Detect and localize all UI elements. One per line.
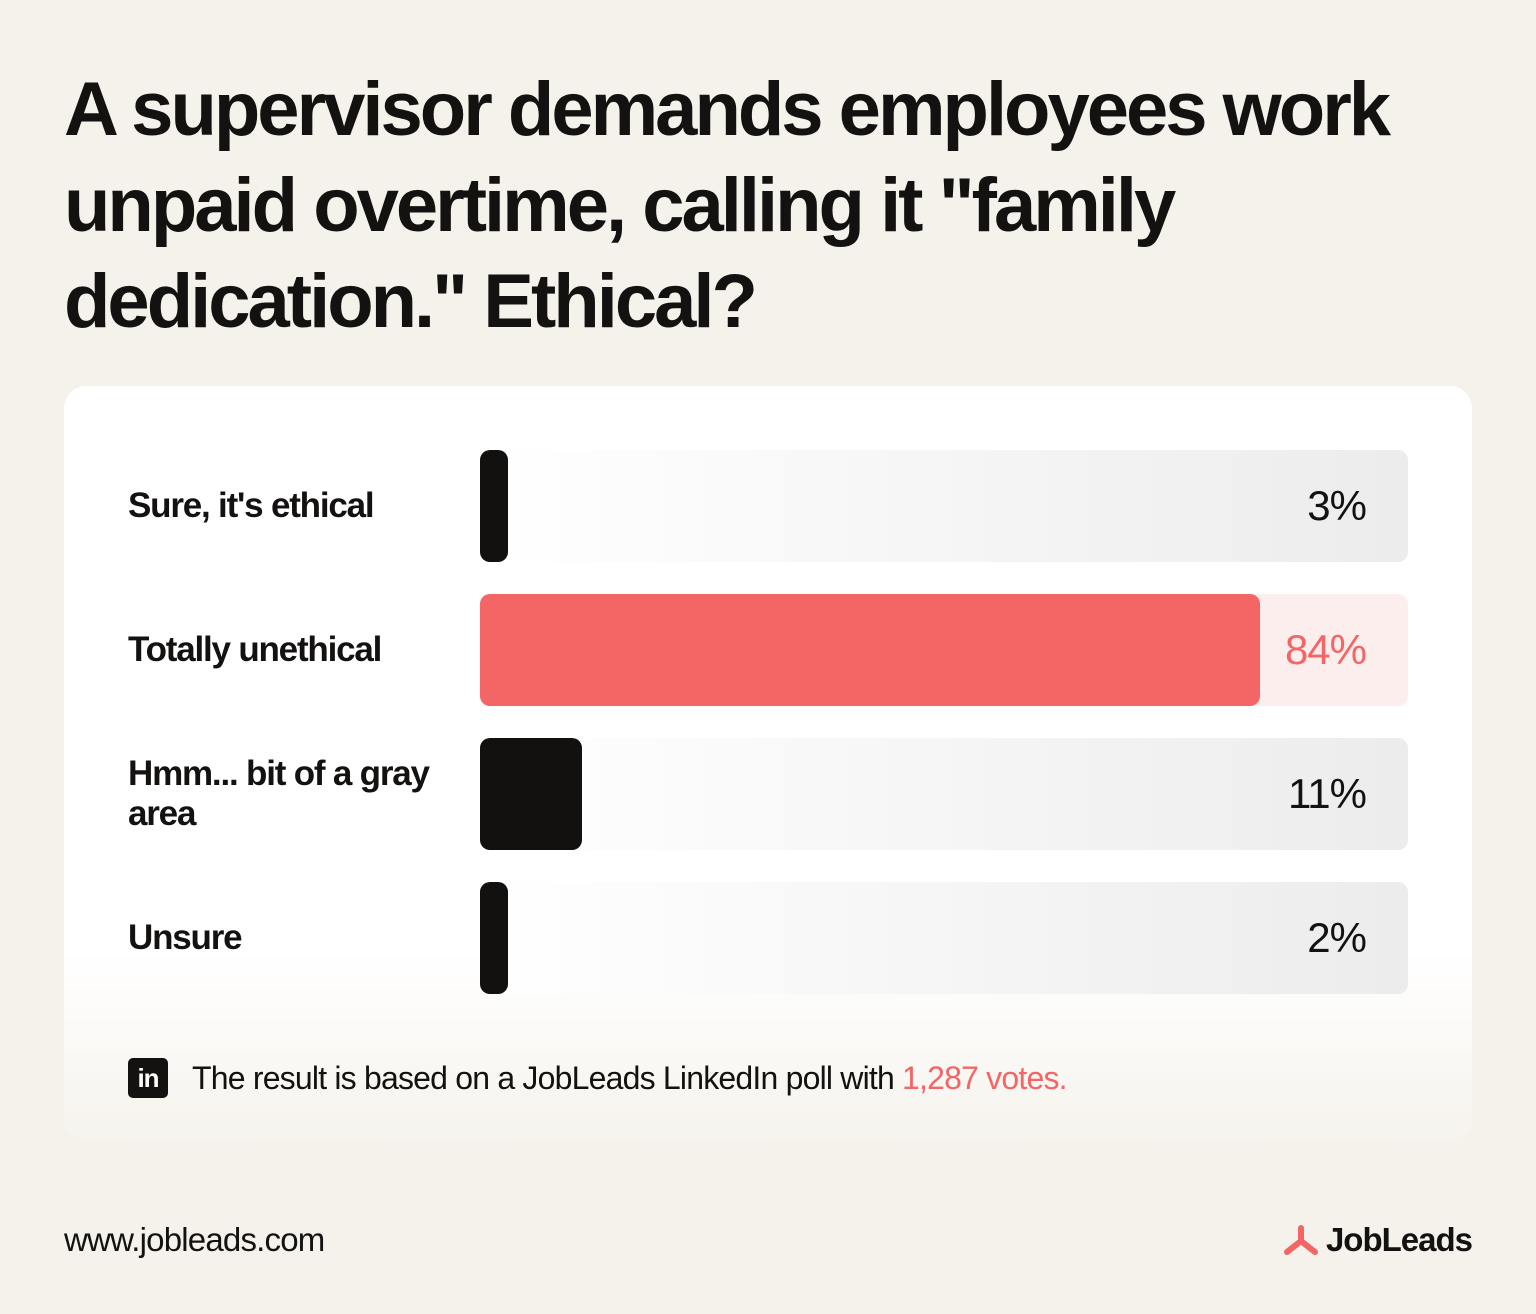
vote-count: 1,287 votes. — [901, 1059, 1068, 1096]
poll-option-row: Sure, it's ethical 3% — [64, 450, 1472, 562]
poll-percentage-label: 84% — [1284, 626, 1367, 673]
brand-logo: JobLeads — [1282, 1216, 1473, 1264]
poll-percentage-label: 11% — [1288, 770, 1367, 817]
poll-percentage-label: 3% — [1307, 482, 1367, 529]
jobleads-logo-icon — [1283, 1225, 1318, 1255]
poll-option-row: Totally unethical 84% — [64, 594, 1472, 706]
source-text: The result is based on a JobLeads Linked… — [192, 1059, 895, 1096]
brand-name: JobLeads — [1325, 1221, 1473, 1258]
poll-results-card: Sure, it's ethical 3% Totally unethical 84%… — [64, 386, 1472, 1140]
poll-bar-track: 3% — [480, 450, 1408, 562]
poll-option-label: Totally unethical — [128, 630, 382, 669]
poll-bar-track: 2% — [480, 882, 1408, 994]
poll-bar — [480, 738, 582, 850]
website-url[interactable]: www.jobleads.com — [64, 1221, 325, 1258]
poll-option-label: Unsure — [128, 918, 243, 957]
poll-bar — [480, 594, 1260, 706]
poll-option-label: Sure, it's ethical — [128, 486, 375, 525]
poll-bar — [480, 882, 508, 994]
poll-source-note: in The result is based on a JobLeads Lin… — [128, 1058, 1068, 1098]
poll-question-title: A supervisor demands employees work unpa… — [64, 67, 1391, 344]
poll-option-row: Unsure 2% — [64, 882, 1472, 994]
poll-option-row: Hmm... bit of a gray area 11% — [64, 738, 1472, 850]
poll-bar-track: 11% — [480, 738, 1408, 850]
poll-percentage-label: 2% — [1307, 914, 1367, 961]
poll-bar — [480, 450, 508, 562]
linkedin-icon: in — [128, 1058, 168, 1098]
poll-bar-track: 84% — [480, 594, 1408, 706]
poll-option-label: Hmm... bit of a gray area — [128, 754, 430, 833]
